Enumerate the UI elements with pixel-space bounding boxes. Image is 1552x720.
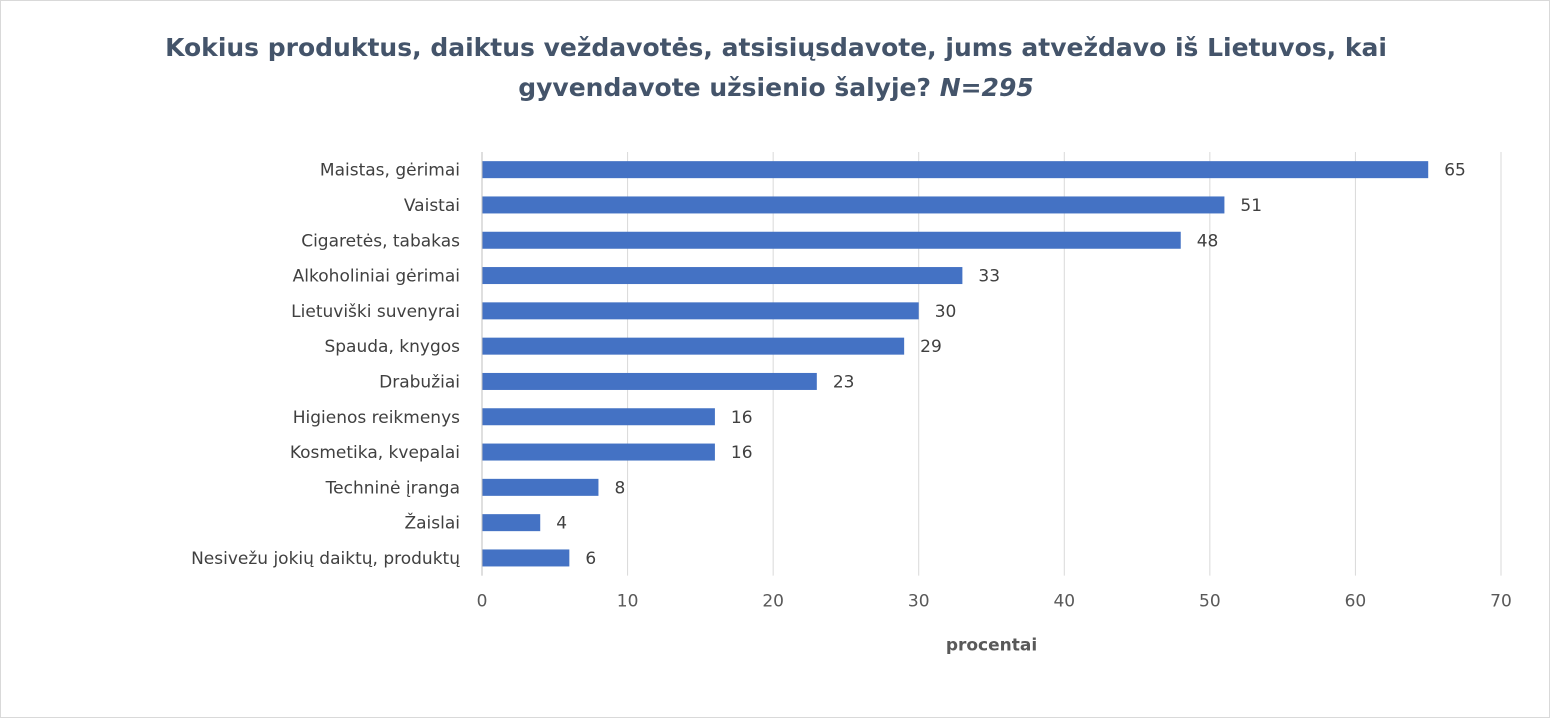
x-tick-label: 70 — [1490, 592, 1512, 612]
bar — [482, 196, 1225, 214]
x-tick-label: 0 — [477, 592, 488, 612]
category-label: Maistas, gėrimai — [320, 161, 460, 181]
chart-title-line2: gyvendavote užsienio šalyje? N=295 — [0, 68, 1552, 108]
bar — [482, 549, 570, 567]
category-label: Cigaretės, tabakas — [301, 231, 460, 251]
x-axis-label: procentai — [946, 636, 1037, 656]
data-label: 8 — [614, 478, 625, 498]
chart-title-sample-size: N=295 — [939, 73, 1034, 102]
category-label: Nesivežu jokių daiktų, produktų — [191, 549, 460, 569]
bar — [482, 408, 715, 426]
chart-title-line2-text: gyvendavote užsienio šalyje? — [518, 73, 931, 102]
category-label: Vaistai — [404, 196, 460, 216]
bar — [482, 337, 905, 355]
category-label: Spauda, knygos — [324, 337, 460, 357]
chart-title-line1: Kokius produktus, daiktus veždavotės, at… — [165, 33, 1387, 62]
bar — [482, 161, 1429, 179]
data-label: 33 — [978, 267, 1000, 287]
data-label: 6 — [585, 549, 596, 569]
bar — [482, 443, 715, 461]
data-label: 48 — [1197, 231, 1219, 251]
data-label: 23 — [833, 372, 855, 392]
category-label: Higienos reikmenys — [293, 408, 460, 428]
category-label: Lietuviški suvenyrai — [291, 302, 460, 322]
category-label: Techninė įranga — [325, 478, 460, 498]
category-label: Kosmetika, kvepalai — [290, 443, 460, 463]
x-tick-label: 30 — [908, 592, 930, 612]
x-tick-label: 10 — [617, 592, 639, 612]
x-tick-label: 40 — [1053, 592, 1075, 612]
data-label: 51 — [1240, 196, 1262, 216]
bar — [482, 231, 1181, 249]
data-label: 30 — [935, 302, 957, 322]
bar — [482, 302, 919, 320]
category-label: Žaislai — [404, 512, 460, 534]
bar — [482, 478, 599, 496]
x-tick-label: 50 — [1199, 592, 1221, 612]
data-label: 4 — [556, 514, 567, 534]
data-label: 65 — [1444, 161, 1466, 181]
x-tick-label: 60 — [1345, 592, 1367, 612]
x-tick-label: 20 — [762, 592, 784, 612]
data-label: 16 — [731, 443, 753, 463]
data-label: 29 — [920, 337, 942, 357]
chart-title: Kokius produktus, daiktus veždavotės, at… — [0, 28, 1552, 108]
category-label: Alkoholiniai gėrimai — [293, 267, 460, 287]
category-label: Drabužiai — [379, 372, 460, 392]
bar — [482, 514, 541, 532]
bar — [482, 372, 817, 390]
bar — [482, 267, 963, 285]
data-label: 16 — [731, 408, 753, 428]
